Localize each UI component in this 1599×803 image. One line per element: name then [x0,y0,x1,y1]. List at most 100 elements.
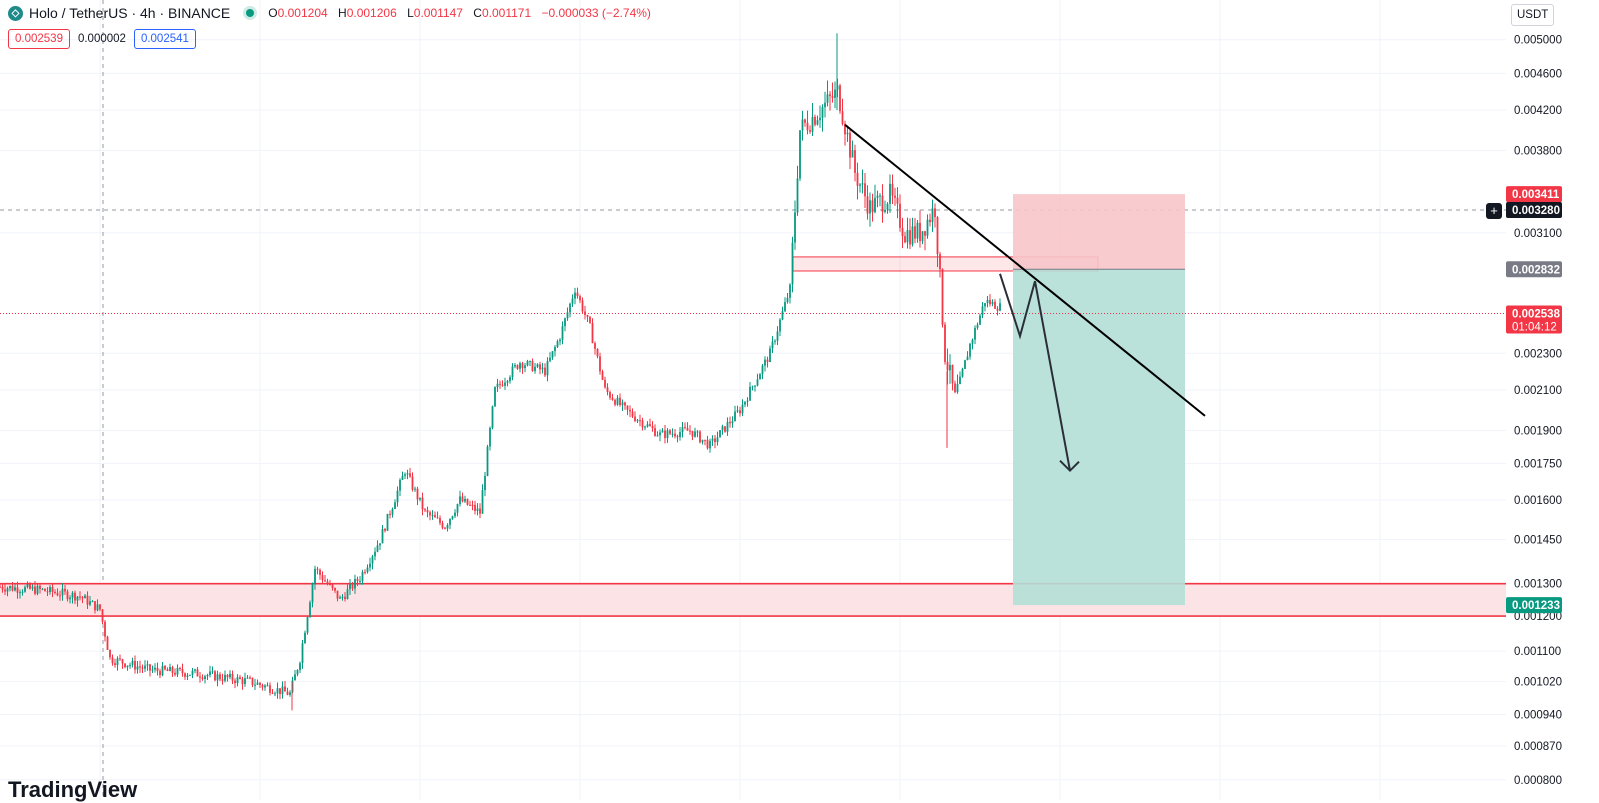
candle-body [161,666,164,676]
price-label-last-box [1506,305,1562,334]
candle-body [351,583,354,589]
candle-body [39,585,41,589]
candle-body [934,208,936,218]
candle-body [791,242,794,285]
y-tick-label: 0.000870 [1514,741,1562,753]
candle-body [734,411,736,422]
candle-body [924,231,926,236]
candle-body [756,379,759,386]
candle-body [409,473,411,477]
candle-body [159,671,161,676]
candle-body [979,315,981,325]
candle-body [279,688,281,695]
candle-body [186,675,189,677]
candle-body [111,657,114,664]
candle-body [519,363,521,369]
candle-body [509,377,511,382]
candle-body [44,588,46,592]
candle-body [384,529,386,531]
candle-body [794,212,796,243]
candle-body [571,298,574,304]
candle-body [711,438,714,441]
candle-body [221,679,224,681]
candle-body [746,400,749,402]
candle-body [909,230,911,245]
candle-body [644,426,646,428]
candle-body [246,677,249,679]
candle-body [501,384,504,386]
candle-body [996,308,999,311]
ohlc-high-value: 0.001206 [346,6,397,20]
candle-body [896,197,899,204]
candle-body [594,343,596,349]
candle-body [171,666,174,673]
symbol-title[interactable]: Holo / TetherUS · 4h · BINANCE [29,5,231,21]
candle-body [534,366,536,372]
candle-body [36,585,39,594]
candle-body [41,588,44,590]
y-tick-label: 0.003100 [1514,228,1562,240]
candle-body [919,222,921,242]
bid-ask-row: 0.002539 0.000002 0.002541 [8,29,196,49]
candle-body [706,439,709,449]
candle-body [676,436,679,438]
live-status-icon [246,9,255,17]
candle-body [694,431,696,437]
candle-body [104,621,106,637]
candle-body [404,474,406,476]
candle-body [549,357,551,362]
candle-body [26,584,29,588]
candle-body [826,94,829,103]
candle-body [886,203,889,210]
candle-body [436,517,439,519]
candle-body [789,284,791,298]
candle-body [49,586,51,593]
candle-body [394,502,396,509]
candle-body [884,209,886,212]
candle-body [366,567,369,573]
candle-body [591,323,594,344]
candle-body [451,516,454,519]
candle-body [541,367,544,370]
sell-price-button[interactable]: 0.002539 [8,29,70,49]
candle-body [69,597,71,600]
candle-body [804,119,806,123]
y-tick-label: 0.000940 [1514,710,1562,722]
candle-body [574,292,576,299]
candle-body [181,668,184,674]
candle-body [799,130,801,179]
candle-body [216,674,219,681]
candle-body [56,592,59,596]
candle-body [709,440,711,449]
candle-body [949,364,951,371]
candle-body [219,674,221,680]
candle-body [806,122,809,131]
buy-price-button[interactable]: 0.002541 [133,29,196,49]
y-tick-label: 0.001450 [1514,535,1562,547]
add-alert-icon[interactable]: + [1486,203,1502,219]
candle-body [301,643,304,664]
candle-body [651,426,654,429]
candle-body [481,490,484,514]
currency-button[interactable]: USDT [1511,4,1555,26]
candle-body [834,89,836,98]
candle-body [364,571,366,573]
candle-body [824,102,826,108]
candle-body [671,433,674,435]
price-labels: 0.003411 0.003280 0.002832 0.00253801:04:12… [1506,186,1562,614]
candle-body [851,150,854,158]
candle-body [156,667,159,672]
candle-body [754,385,756,387]
candle-body [14,587,16,591]
candle-body [764,359,766,366]
candle-body [471,504,474,506]
candle-body [839,85,841,112]
candle-body [229,673,231,678]
candle-body [854,150,856,173]
candle-body [196,669,199,677]
y-tick-label: 0.004200 [1514,105,1562,117]
candle-body [164,666,166,670]
y-tick-label: 0.004600 [1514,68,1562,80]
candle-body [376,545,379,552]
